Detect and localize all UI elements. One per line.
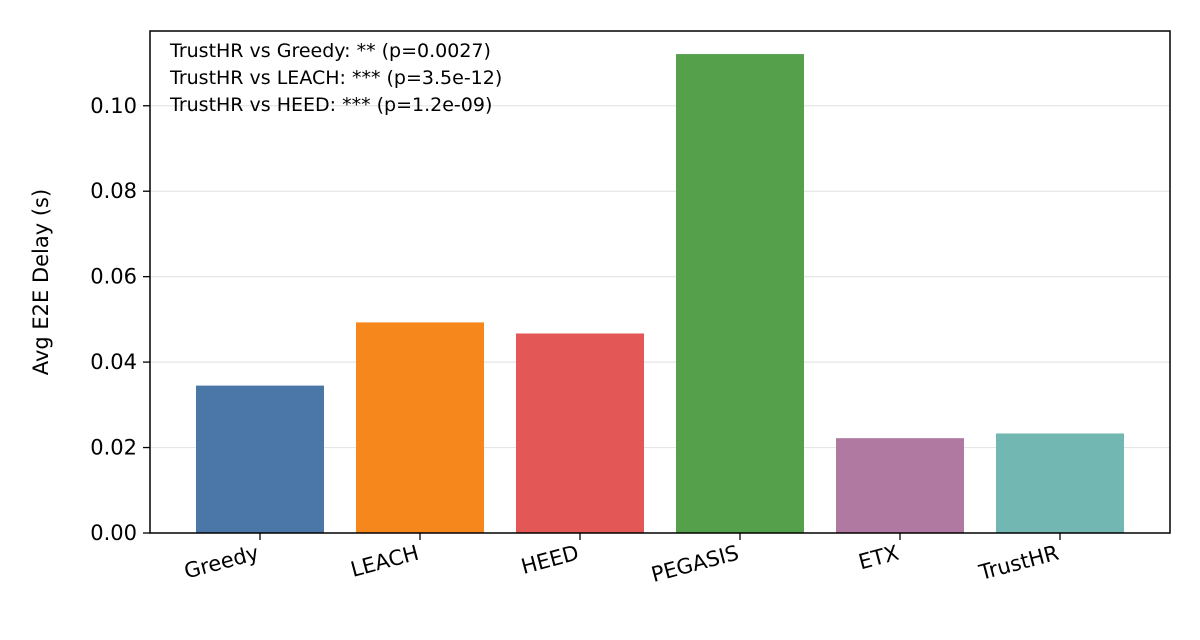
bar-heed	[516, 333, 644, 533]
x-tick-label: PEGASIS	[649, 541, 742, 587]
y-axis: 0.00 0.02 0.04 0.06 0.08 0.10	[90, 94, 150, 545]
x-tick-label: HEED	[519, 541, 582, 579]
y-tick-label: 0.02	[90, 436, 137, 460]
annotation-line-3: TrustHR vs HEED: *** (p=1.2e-09)	[169, 94, 492, 116]
y-tick-label: 0.00	[90, 521, 137, 545]
x-axis: Greedy LEACH HEED PEGASIS ETX TrustHR	[182, 533, 1062, 587]
y-tick-label: 0.10	[90, 94, 137, 118]
y-tick-label: 0.08	[90, 179, 137, 203]
y-tick-label: 0.04	[90, 350, 137, 374]
bar-pegasis	[676, 54, 804, 533]
annotation-line-2: TrustHR vs LEACH: *** (p=3.5e-12)	[169, 67, 502, 89]
bar-etx	[836, 438, 964, 533]
annotation-box: TrustHR vs Greedy: ** (p=0.0027) TrustHR…	[169, 40, 502, 116]
x-tick-label: Greedy	[182, 541, 262, 584]
plot-frame	[149, 30, 1171, 534]
bar-greedy	[196, 385, 324, 533]
x-tick-label: TrustHR	[976, 541, 1062, 585]
bars	[196, 54, 1124, 533]
bar-leach	[356, 322, 484, 533]
x-tick-label: LEACH	[348, 541, 421, 582]
bar-trusthr	[996, 433, 1124, 533]
y-tick-label: 0.06	[90, 265, 137, 289]
annotation-line-1: TrustHR vs Greedy: ** (p=0.0027)	[169, 40, 491, 62]
y-axis-label: Avg E2E Delay (s)	[29, 189, 53, 375]
x-tick-label: ETX	[856, 541, 901, 575]
